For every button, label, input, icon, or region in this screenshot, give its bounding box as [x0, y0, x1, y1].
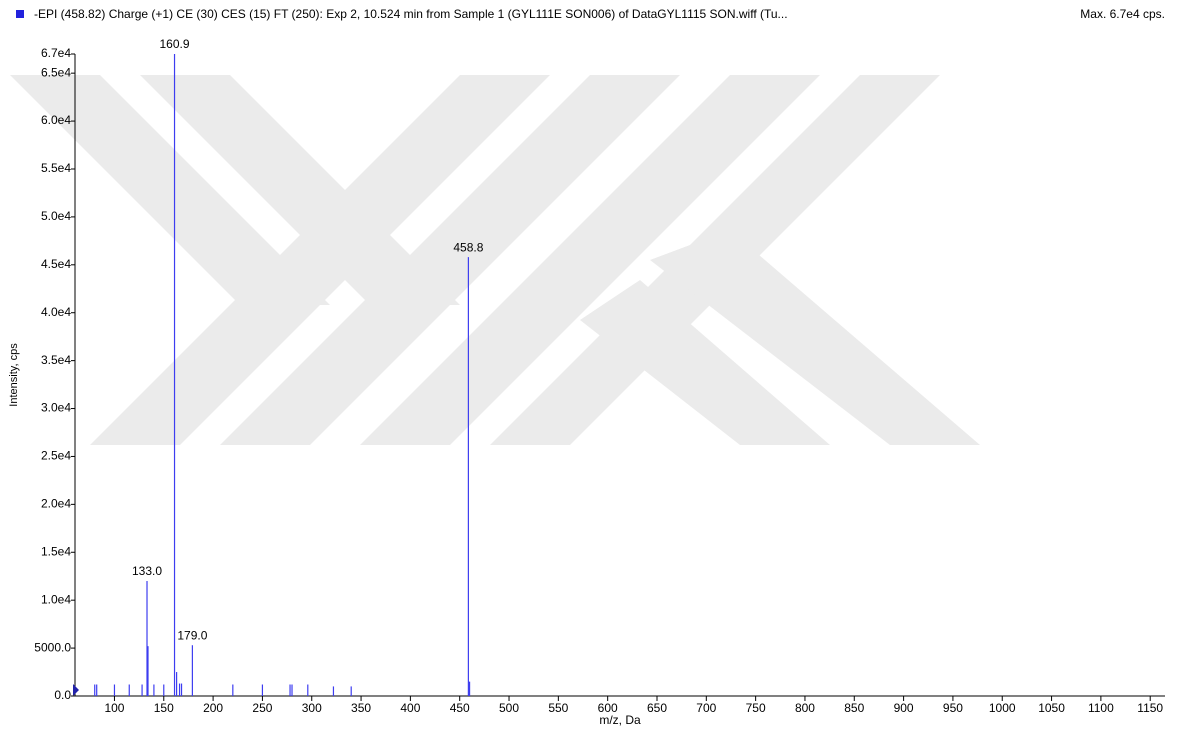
x-tick-label: 650	[647, 701, 667, 715]
x-tick-label: 350	[351, 701, 371, 715]
legend-swatch	[16, 10, 24, 18]
y-tick-label: 5000.0	[34, 640, 71, 654]
peak-label: 458.8	[453, 240, 483, 254]
y-tick-label: 3.5e4	[41, 353, 71, 367]
x-tick-label: 950	[943, 701, 963, 715]
y-tick-label: 0.0	[54, 688, 71, 702]
chart-subtitle: Max. 6.7e4 cps.	[1080, 7, 1165, 21]
y-tick-label: 6.0e4	[41, 113, 71, 127]
peak-label: 133.0	[132, 564, 162, 578]
peak-label: 179.0	[177, 628, 207, 642]
x-tick-label: 900	[894, 701, 914, 715]
y-tick-label: 3.0e4	[41, 401, 71, 415]
x-tick-label: 450	[450, 701, 470, 715]
x-axis-label: m/z, Da	[599, 713, 641, 727]
x-tick-label: 250	[252, 701, 272, 715]
y-tick-label: 4.5e4	[41, 257, 71, 271]
watermark	[10, 75, 980, 445]
x-tick-label: 800	[795, 701, 815, 715]
y-tick-label: 5.5e4	[41, 161, 71, 175]
x-tick-label: 200	[203, 701, 223, 715]
x-tick-label: 300	[302, 701, 322, 715]
chart-title: -EPI (458.82) Charge (+1) CE (30) CES (1…	[34, 7, 788, 21]
peak-label: 160.9	[160, 37, 190, 51]
y-tick-label: 2.5e4	[41, 449, 71, 463]
y-tick-label: 6.7e4	[41, 46, 71, 60]
x-tick-label: 1150	[1137, 701, 1163, 715]
x-tick-label: 600	[598, 701, 618, 715]
x-tick-label: 150	[154, 701, 174, 715]
y-tick-label: 5.0e4	[41, 209, 71, 223]
y-tick-label: 2.0e4	[41, 497, 71, 511]
axis-marker	[73, 684, 79, 696]
x-tick-label: 1100	[1088, 701, 1114, 715]
x-tick-label: 500	[499, 701, 519, 715]
y-tick-label: 1.0e4	[41, 592, 71, 606]
x-tick-label: 550	[548, 701, 568, 715]
x-tick-label: 750	[746, 701, 766, 715]
x-tick-label: 850	[844, 701, 864, 715]
y-axis-label: Intensity, cps	[8, 343, 20, 407]
x-tick-label: 400	[400, 701, 420, 715]
x-tick-label: 100	[104, 701, 124, 715]
x-tick-label: 700	[696, 701, 716, 715]
x-tick-label: 1000	[989, 701, 1016, 715]
x-tick-label: 1050	[1038, 701, 1065, 715]
y-tick-label: 6.5e4	[41, 65, 71, 79]
y-tick-label: 1.5e4	[41, 544, 71, 558]
y-tick-label: 4.0e4	[41, 305, 71, 319]
